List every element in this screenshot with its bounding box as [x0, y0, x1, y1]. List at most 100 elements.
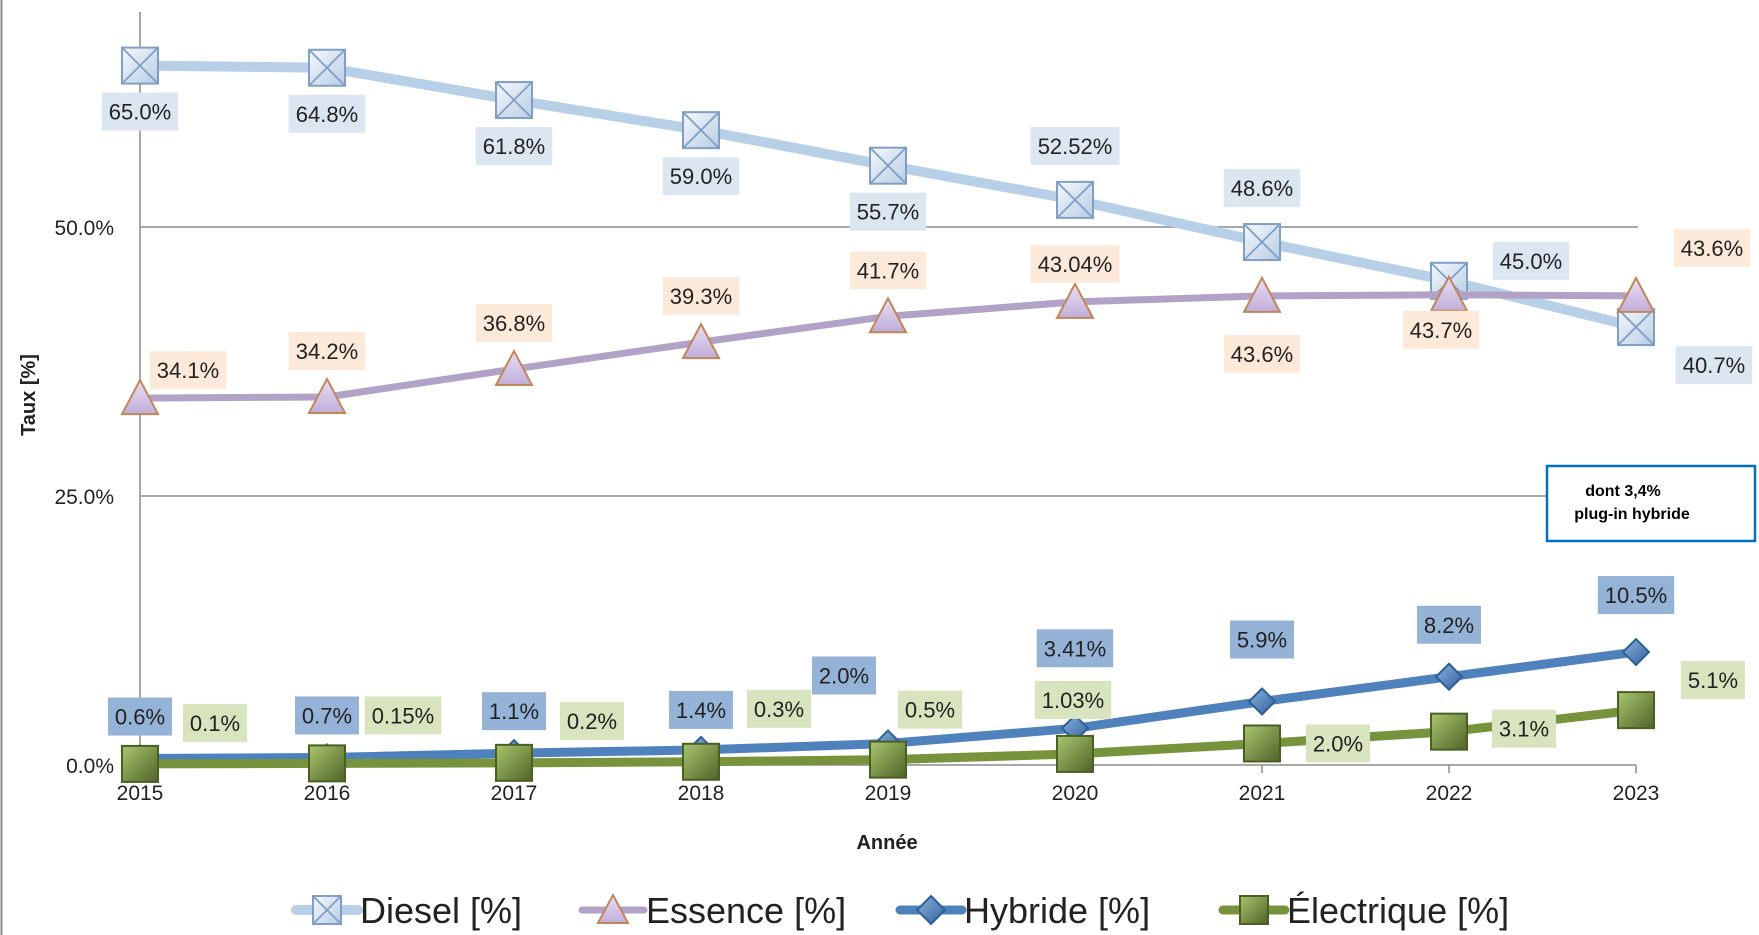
svg-text:2.0%: 2.0%: [819, 663, 869, 688]
data-point-hybride: [1621, 637, 1651, 667]
data-label-diesel: 48.6%: [1223, 169, 1301, 208]
data-label-diesel: 64.8%: [288, 94, 366, 133]
svg-text:36.8%: 36.8%: [483, 311, 545, 336]
x-axis-title: Année: [856, 832, 917, 854]
data-point-diesel: [121, 46, 159, 85]
data-label-hybride: 0.7%: [295, 696, 359, 735]
svg-text:34.2%: 34.2%: [296, 339, 358, 364]
x-tick-label: 2017: [491, 782, 538, 805]
data-label-electrique: 0.5%: [898, 690, 962, 729]
data-label-electrique: 0.1%: [183, 703, 247, 742]
x-tick-label: 2021: [1239, 782, 1286, 805]
svg-text:40.7%: 40.7%: [1683, 353, 1745, 378]
annotations: dont 3,4% plug-in hybride: [1545, 464, 1757, 543]
svg-text:41.7%: 41.7%: [857, 258, 919, 283]
data-point-essence: [494, 348, 534, 387]
series: [120, 46, 1656, 783]
legend-marker-hybride: [915, 894, 947, 926]
data-point-diesel: [682, 111, 720, 150]
legend-item-hybride: Hybride [%]: [895, 890, 1150, 931]
data-label-essence: 43.7%: [1402, 310, 1480, 349]
data-label-hybride: 0.6%: [108, 697, 172, 736]
svg-text:0.7%: 0.7%: [302, 703, 352, 728]
svg-text:0.15%: 0.15%: [372, 703, 434, 728]
data-point-essence: [681, 321, 721, 360]
data-label-hybride: 1.4%: [669, 690, 733, 729]
svg-text:65.0%: 65.0%: [109, 100, 171, 125]
svg-text:2.0%: 2.0%: [1313, 731, 1363, 756]
data-label-essence: 34.2%: [288, 332, 366, 371]
y-tick-label: 50.0%: [54, 217, 114, 240]
data-label-essence: 34.1%: [149, 351, 227, 390]
svg-text:0.6%: 0.6%: [115, 705, 165, 730]
svg-text:52.52%: 52.52%: [1038, 134, 1113, 159]
legend-marker-essence: [596, 892, 630, 924]
svg-text:55.7%: 55.7%: [857, 200, 919, 225]
data-label-hybride: 1.1%: [482, 692, 546, 731]
svg-text:0.5%: 0.5%: [905, 698, 955, 723]
axes: 0.0% 25.0% 50.0% 2015 2016 2017 2018 2019 2020 20…: [0, 0, 1660, 935]
legend: Diesel [%] Essence [%] Hybride [%] Électriq…: [291, 890, 1509, 931]
y-tick-label: 0.0%: [66, 755, 114, 778]
data-point-electrique: [869, 740, 907, 779]
data-label-hybride: 5.9%: [1230, 620, 1294, 659]
data-point-diesel: [1056, 180, 1094, 219]
svg-text:43.6%: 43.6%: [1681, 236, 1743, 261]
annotation-text: dont 3,4%: [1585, 483, 1661, 500]
data-point-electrique: [1430, 712, 1468, 751]
svg-text:10.5%: 10.5%: [1605, 583, 1667, 608]
x-tick-label: 2020: [1052, 782, 1099, 805]
annotation-text: plug-in hybride: [1574, 506, 1690, 523]
data-label-essence: 39.3%: [662, 277, 740, 316]
data-point-hybride: [1434, 662, 1464, 692]
legend-label: Électrique [%]: [1287, 890, 1509, 931]
legend-label: Essence [%]: [646, 890, 846, 931]
x-tick-label: 2016: [304, 782, 351, 805]
x-tick-label: 2015: [117, 782, 164, 805]
data-label-diesel: 65.0%: [101, 92, 179, 131]
legend-marker-electrique: [1239, 895, 1269, 925]
data-point-electrique: [1056, 734, 1094, 773]
legend-marker-diesel: [312, 895, 342, 925]
data-point-electrique: [495, 743, 533, 782]
x-tick-label: 2022: [1426, 782, 1473, 805]
x-tick-label: 2023: [1613, 782, 1660, 805]
data-label-electrique: 1.03%: [1034, 680, 1112, 719]
data-label-essence: 41.7%: [849, 251, 927, 290]
data-point-diesel: [869, 146, 907, 185]
data-label-diesel: 59.0%: [662, 157, 740, 196]
svg-text:5.1%: 5.1%: [1688, 668, 1738, 693]
data-label-electrique: 0.2%: [560, 701, 624, 740]
data-point-essence: [868, 296, 908, 334]
data-labels: 65.0% 64.8% 61.8% 59.0% 55.7% 52.52% 48.6% 45.0…: [101, 92, 1753, 763]
svg-text:39.3%: 39.3%: [670, 284, 732, 309]
svg-text:61.8%: 61.8%: [483, 134, 545, 159]
data-point-diesel: [1617, 308, 1655, 347]
svg-text:1.1%: 1.1%: [489, 699, 539, 724]
svg-text:34.1%: 34.1%: [157, 358, 219, 383]
data-label-essence: 43.6%: [1223, 334, 1301, 373]
svg-text:0.3%: 0.3%: [754, 697, 804, 722]
legend-item-electrique: Électrique [%]: [1218, 890, 1509, 931]
data-point-essence: [1616, 275, 1656, 313]
data-label-hybride: 3.41%: [1036, 629, 1114, 668]
y-tick-label: 25.0%: [54, 486, 114, 509]
x-tick-label: 2019: [865, 782, 912, 805]
svg-text:43.7%: 43.7%: [1410, 318, 1472, 343]
data-point-essence: [120, 377, 160, 416]
svg-text:3.1%: 3.1%: [1499, 717, 1549, 742]
data-label-diesel: 61.8%: [475, 127, 553, 166]
data-point-diesel: [1243, 223, 1281, 262]
x-tick-label: 2018: [678, 782, 725, 805]
data-label-electrique: 5.1%: [1681, 661, 1745, 700]
data-point-essence: [1055, 281, 1095, 319]
svg-text:8.2%: 8.2%: [1424, 613, 1474, 638]
svg-text:3.41%: 3.41%: [1044, 636, 1106, 661]
svg-text:59.0%: 59.0%: [670, 164, 732, 189]
svg-text:43.6%: 43.6%: [1231, 342, 1293, 367]
svg-text:0.1%: 0.1%: [190, 711, 240, 736]
data-label-electrique: 2.0%: [1306, 724, 1370, 763]
data-label-electrique: 3.1%: [1492, 709, 1556, 748]
svg-text:43.04%: 43.04%: [1038, 252, 1113, 277]
y-axis-title: Taux [%]: [18, 354, 40, 436]
